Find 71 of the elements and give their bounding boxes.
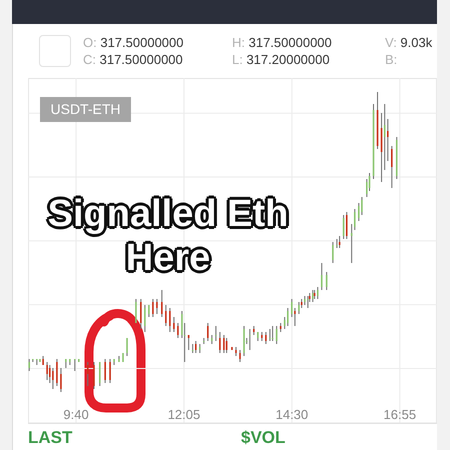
candlestick (346, 212, 348, 240)
candlestick (161, 290, 163, 318)
candlestick (276, 326, 278, 344)
candlestick (60, 368, 62, 392)
candlestick (188, 334, 190, 350)
candlestick (272, 326, 274, 342)
candlestick (338, 236, 340, 248)
candlestick (98, 362, 101, 386)
text: C: 317.50000000 (83, 52, 183, 67)
text: V: 9.03k (385, 35, 432, 50)
x-tick-label: 9:40 (63, 407, 89, 422)
candlestick (342, 214, 344, 240)
candlestick (28, 358, 30, 372)
candlestick (269, 328, 271, 342)
candlestick (173, 316, 175, 332)
candlestick (207, 322, 209, 342)
text: O: 317.50000000 (83, 35, 184, 50)
x-tick-label: 12:05 (168, 407, 200, 422)
candlestick (52, 368, 54, 390)
candlestick (286, 308, 289, 326)
candlestick (144, 304, 146, 332)
candlestick (265, 332, 267, 344)
candlestick (223, 334, 225, 354)
candlestick (239, 350, 241, 362)
candlestick (312, 290, 314, 302)
candlestick (332, 242, 334, 264)
x-tick-label: 14:30 (276, 407, 308, 422)
candlestick (152, 298, 154, 318)
candlestick (93, 362, 95, 390)
text: LAST (28, 428, 72, 448)
candlestick (135, 298, 137, 324)
candlestick (358, 202, 360, 222)
candlestick (350, 224, 352, 264)
candlestick (56, 358, 58, 386)
candlestick (290, 298, 293, 318)
text: USDT-ETH (40, 97, 131, 122)
candlestick (219, 332, 221, 354)
candlestick (169, 308, 171, 332)
candlestick (249, 328, 251, 350)
candlestick (354, 208, 356, 230)
candlestick (320, 262, 323, 290)
candlestick (126, 338, 128, 356)
candlestick (109, 358, 111, 384)
candlestick (148, 304, 150, 318)
text: B: (385, 52, 398, 67)
candlestick (294, 308, 296, 326)
candlestick (298, 302, 300, 314)
candlestick (215, 326, 217, 342)
candlestick (104, 358, 106, 384)
candlestick (386, 118, 389, 162)
candlestick (156, 298, 158, 314)
candlestick (326, 272, 328, 290)
candlestick (384, 104, 386, 170)
candlestick (391, 146, 393, 188)
candlestick (307, 296, 309, 308)
candlestick (194, 340, 197, 354)
candlestick (46, 362, 48, 380)
candlestick (177, 322, 179, 338)
candlestick (140, 298, 142, 330)
annotation: Signalled Eth Here (44, 192, 290, 280)
x-tick-label: 16:55 (384, 407, 416, 422)
candlestick (74, 358, 76, 372)
candlestick (48, 364, 51, 384)
candlestick (243, 326, 245, 356)
candlestick (165, 304, 167, 326)
text: $VOL (241, 428, 286, 448)
text: L: 317.20000000 (232, 52, 330, 67)
candlestick (86, 362, 89, 386)
candlestick (226, 338, 228, 354)
text: H: 317.50000000 (232, 35, 332, 50)
candlestick (316, 286, 318, 300)
